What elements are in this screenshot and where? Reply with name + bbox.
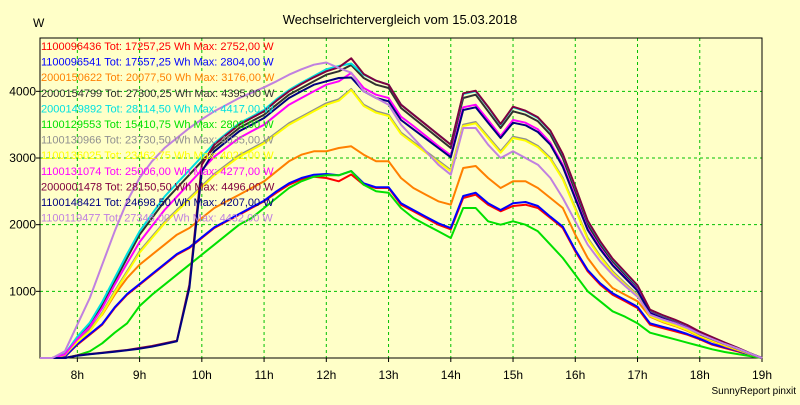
x-tick-label: 15h	[503, 368, 523, 382]
chart-title: Wechselrichtervergleich vom 15.03.2018	[283, 12, 518, 27]
x-tick-label: 12h	[316, 368, 336, 382]
x-tick-label: 14h	[441, 368, 461, 382]
legend-entry-1100129553: 1100129553 Tot: 15410,75 Wh Max: 2803,00…	[41, 119, 274, 131]
y-tick-label: 1000	[9, 284, 36, 298]
y-axis-label: W	[33, 16, 45, 30]
series-line-2000150622	[40, 145, 763, 359]
x-tick-label: 18h	[690, 368, 710, 382]
plot-area: 8h 9h 10h 11h 12h 13h 14h 15h 16h 17h 18h 19h 1000 20…	[9, 37, 772, 382]
y-tick-label: 2000	[9, 218, 36, 232]
x-tick-label: 16h	[565, 368, 585, 382]
y-tick-label: 4000	[9, 84, 36, 98]
credit-label: SunnyReport pinxit	[712, 386, 797, 397]
series-line-1100096541	[40, 170, 763, 359]
legend-entry-2000001478: 2000001478 Tot: 28150,50 Wh Max: 4496,00…	[41, 181, 275, 193]
x-tick-label: 11h	[254, 368, 273, 382]
legend-entry-2000149892: 2000149892 Tot: 28114,50 Wh Max: 4417,00…	[41, 103, 274, 115]
legend-entry-2000154799: 2000154799 Tot: 27300,25 Wh Max: 4395,00…	[41, 88, 275, 100]
series-line-1100119477	[40, 61, 763, 359]
legend-entry-1100131074: 1100131074 Tot: 25006,00 Wh Max: 4277,00…	[41, 166, 274, 178]
legend-entry-1100119477: 1100119477 Tot: 27346,00 Wh Max: 4432,00…	[41, 213, 273, 225]
x-tick-label: 19h	[752, 368, 772, 382]
legend-entry-1100148421: 1100148421 Tot: 24698,50 Wh Max: 4207,00…	[41, 197, 274, 209]
x-tick-label: 9h	[133, 368, 146, 382]
legend-entry-1100130966: 1100130966 Tot: 23730,50 Wh Max: 4035,00…	[41, 135, 274, 147]
x-tick-label: 13h	[379, 368, 399, 382]
legend-entry-2000150622: 2000150622 Tot: 20077,50 Wh Max: 3176,00…	[41, 72, 275, 84]
x-tick-label: 17h	[628, 368, 648, 382]
legend-entry-1100096541: 1100096541 Tot: 17557,25 Wh Max: 2804,00…	[41, 57, 274, 69]
x-tick-label: 8h	[71, 368, 84, 382]
series-line-1100129553	[40, 170, 763, 359]
x-tick-label: 10h	[192, 368, 212, 382]
legend-entry-1100096436: 1100096436 Tot: 17257,25 Wh Max: 2752,00…	[41, 41, 274, 53]
y-tick-label: 3000	[9, 151, 36, 165]
plot-frame	[39, 37, 763, 359]
legend-entry-1100136025: 1100136025 Tot: 23462,75 Wh Max: 4021,00…	[41, 150, 274, 162]
series-line-1100148421	[40, 76, 763, 359]
